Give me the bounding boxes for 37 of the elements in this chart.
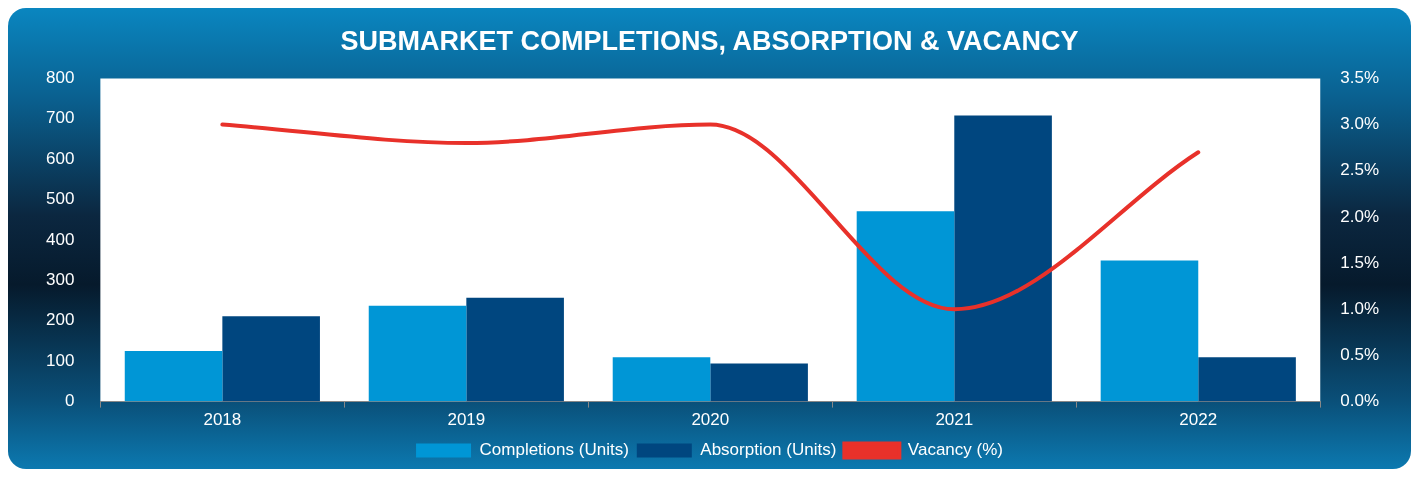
y-tick-label: 300 <box>45 270 75 290</box>
bar <box>466 297 564 402</box>
bar <box>710 363 808 402</box>
chart-title: SUBMARKET COMPLETIONS, ABSORPTION & VACANCY <box>340 25 1079 56</box>
y2-tick-label: 3.0% <box>1340 114 1379 134</box>
y-tick-label: 400 <box>45 229 75 249</box>
bar <box>1100 260 1199 402</box>
bar <box>222 316 320 402</box>
x-tick-label: 2019 <box>447 410 486 430</box>
y-tick-label: 500 <box>45 189 75 209</box>
bar <box>368 305 467 402</box>
x-tick-label: 2022 <box>1179 410 1218 430</box>
y-tick-label: 200 <box>45 310 75 330</box>
x-tick-label: 2021 <box>935 410 974 430</box>
y-tick-label: 100 <box>45 350 75 370</box>
y-tick-label: 0 <box>64 391 75 411</box>
bar <box>1198 357 1296 402</box>
y2-tick-label: 2.0% <box>1340 206 1379 226</box>
x-tick-label: 2020 <box>691 410 730 430</box>
legend-label: Completions (Units) <box>479 440 629 460</box>
y-tick-label: 800 <box>45 68 75 88</box>
y-tick-label: 600 <box>45 148 75 168</box>
bar <box>124 351 223 402</box>
y2-tick-label: 3.5% <box>1340 68 1379 88</box>
line-series <box>220 122 1201 312</box>
y2-tick-label: 1.0% <box>1340 298 1379 318</box>
y-tick-label: 700 <box>45 108 75 128</box>
x-tick-label: 2018 <box>203 410 242 430</box>
legend-label: Absorption (Units) <box>700 440 837 460</box>
bar <box>612 357 711 402</box>
y2-tick-label: 0.0% <box>1340 391 1379 411</box>
y2-tick-label: 1.5% <box>1340 252 1379 272</box>
legend-label: Vacancy (%) <box>907 440 1003 460</box>
bar <box>954 115 1052 402</box>
bar <box>856 211 955 402</box>
y2-tick-label: 2.5% <box>1340 160 1379 180</box>
y2-tick-label: 0.5% <box>1340 345 1379 365</box>
